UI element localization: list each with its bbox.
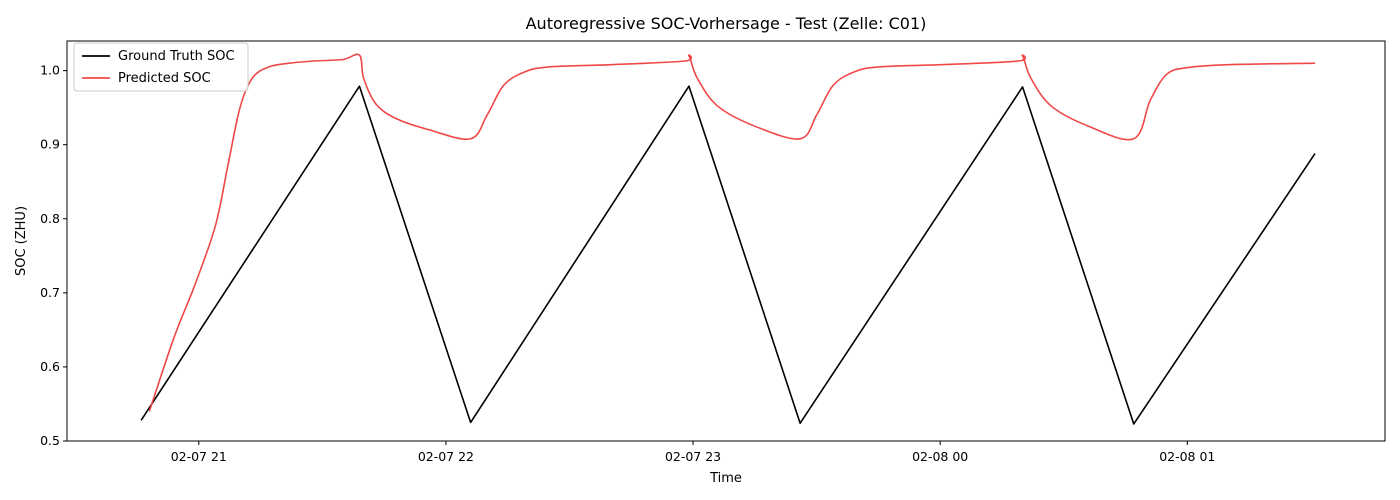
x-tick-label: 02-07 22 — [418, 449, 474, 464]
x-tick-label: 02-08 00 — [912, 449, 968, 464]
legend-box — [73, 42, 249, 92]
series-line-1 — [148, 53, 1315, 412]
x-tick-label: 02-07 21 — [171, 449, 227, 464]
chart-legend: Ground Truth SOC Predicted SOC — [73, 42, 249, 92]
y-tick-label: 0.8 — [40, 211, 60, 226]
x-tick-label: 02-08 01 — [1159, 449, 1215, 464]
legend-label: Predicted SOC — [118, 71, 211, 86]
y-tick-label: 0.6 — [40, 359, 60, 374]
x-axis: 02-07 21 02-07 22 02-07 23 02-08 00 02-08 01 — [171, 441, 1215, 464]
series-layer — [140, 53, 1316, 425]
plot-area-frame — [66, 40, 1386, 442]
y-axis: 0.5 0.6 0.7 0.8 0.9 1.0 — [40, 63, 67, 448]
y-axis-label: SOC (ZHU) — [14, 206, 29, 276]
y-tick-label: 0.9 — [40, 137, 60, 152]
chart-title: Autoregressive SOC-Vorhersage - Test (Ze… — [526, 14, 927, 33]
series-line-0 — [140, 85, 1316, 425]
y-tick-label: 0.7 — [40, 285, 60, 300]
x-tick-label: 02-07 23 — [665, 449, 721, 464]
y-tick-label: 1.0 — [40, 63, 60, 78]
legend-label: Ground Truth SOC — [118, 49, 235, 64]
x-axis-label: Time — [709, 471, 742, 486]
y-tick-label: 0.5 — [40, 433, 60, 448]
